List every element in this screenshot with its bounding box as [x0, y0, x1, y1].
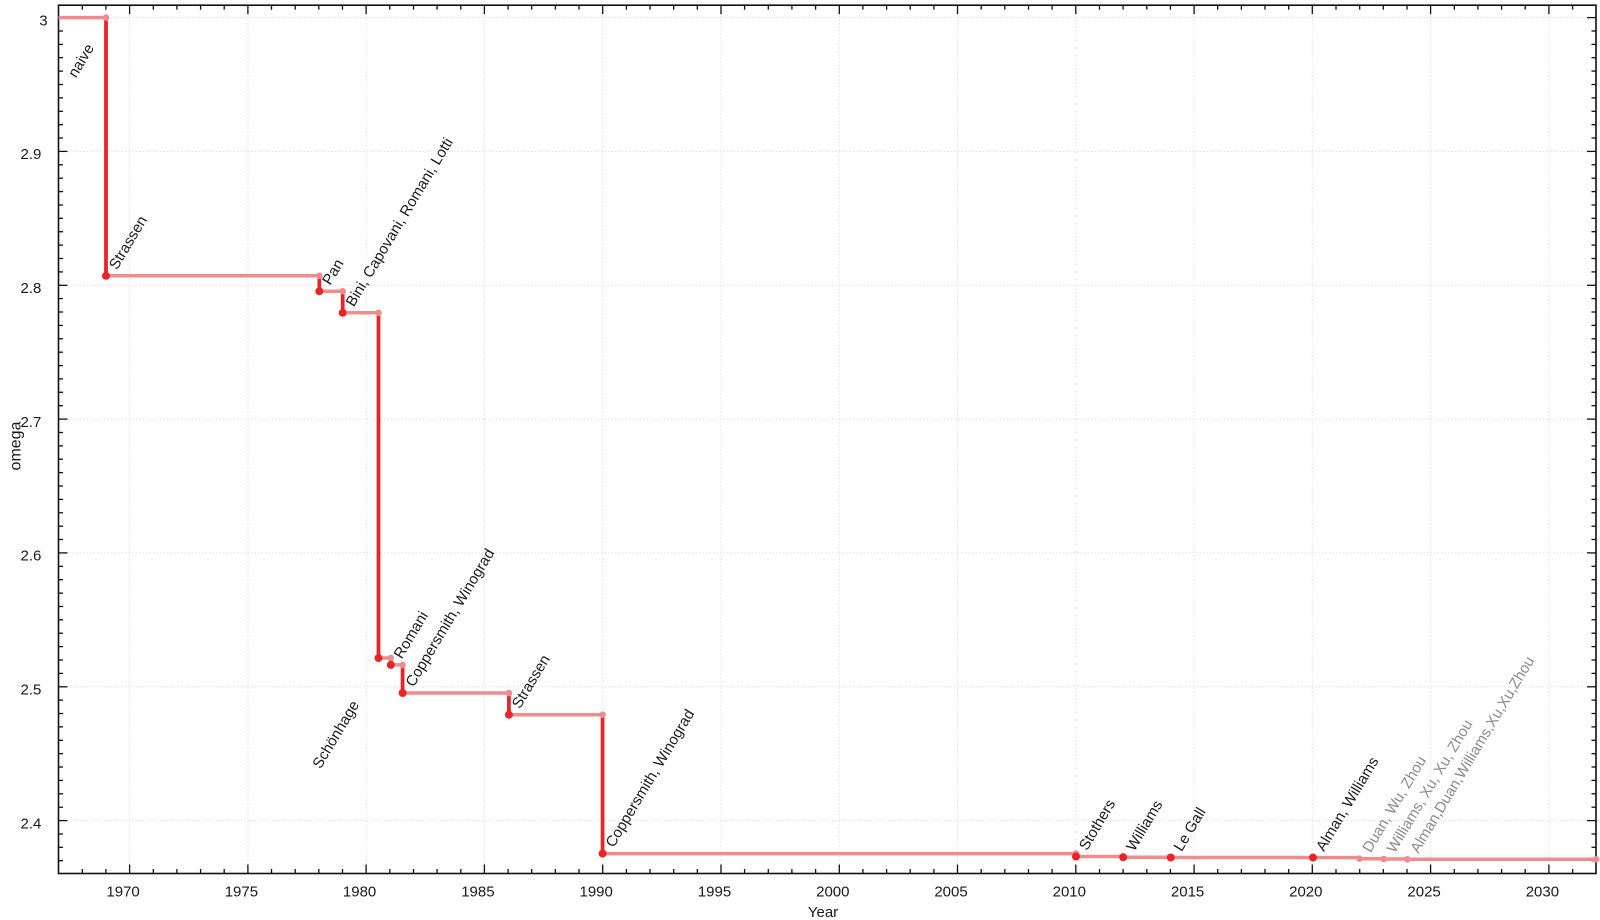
svg-text:1995: 1995: [698, 883, 731, 900]
svg-text:1975: 1975: [225, 883, 258, 900]
svg-text:2005: 2005: [934, 883, 967, 900]
svg-text:2015: 2015: [1171, 883, 1204, 900]
svg-text:omega: omega: [8, 421, 25, 470]
svg-text:2.4: 2.4: [21, 815, 42, 832]
svg-text:1980: 1980: [343, 883, 376, 900]
svg-text:2.6: 2.6: [21, 548, 42, 565]
svg-text:1990: 1990: [580, 883, 613, 900]
svg-text:2010: 2010: [1053, 883, 1086, 900]
svg-text:3: 3: [39, 12, 47, 29]
svg-text:2025: 2025: [1407, 883, 1440, 900]
svg-text:2020: 2020: [1289, 883, 1322, 900]
svg-text:2.8: 2.8: [21, 280, 42, 297]
svg-text:1985: 1985: [461, 883, 494, 900]
svg-text:2.5: 2.5: [21, 682, 42, 699]
svg-text:2000: 2000: [816, 883, 849, 900]
svg-text:Year: Year: [808, 904, 838, 920]
svg-text:2030: 2030: [1526, 883, 1559, 900]
svg-text:1970: 1970: [106, 883, 139, 900]
svg-text:2.9: 2.9: [21, 146, 42, 163]
svg-text:2.7: 2.7: [21, 414, 42, 431]
